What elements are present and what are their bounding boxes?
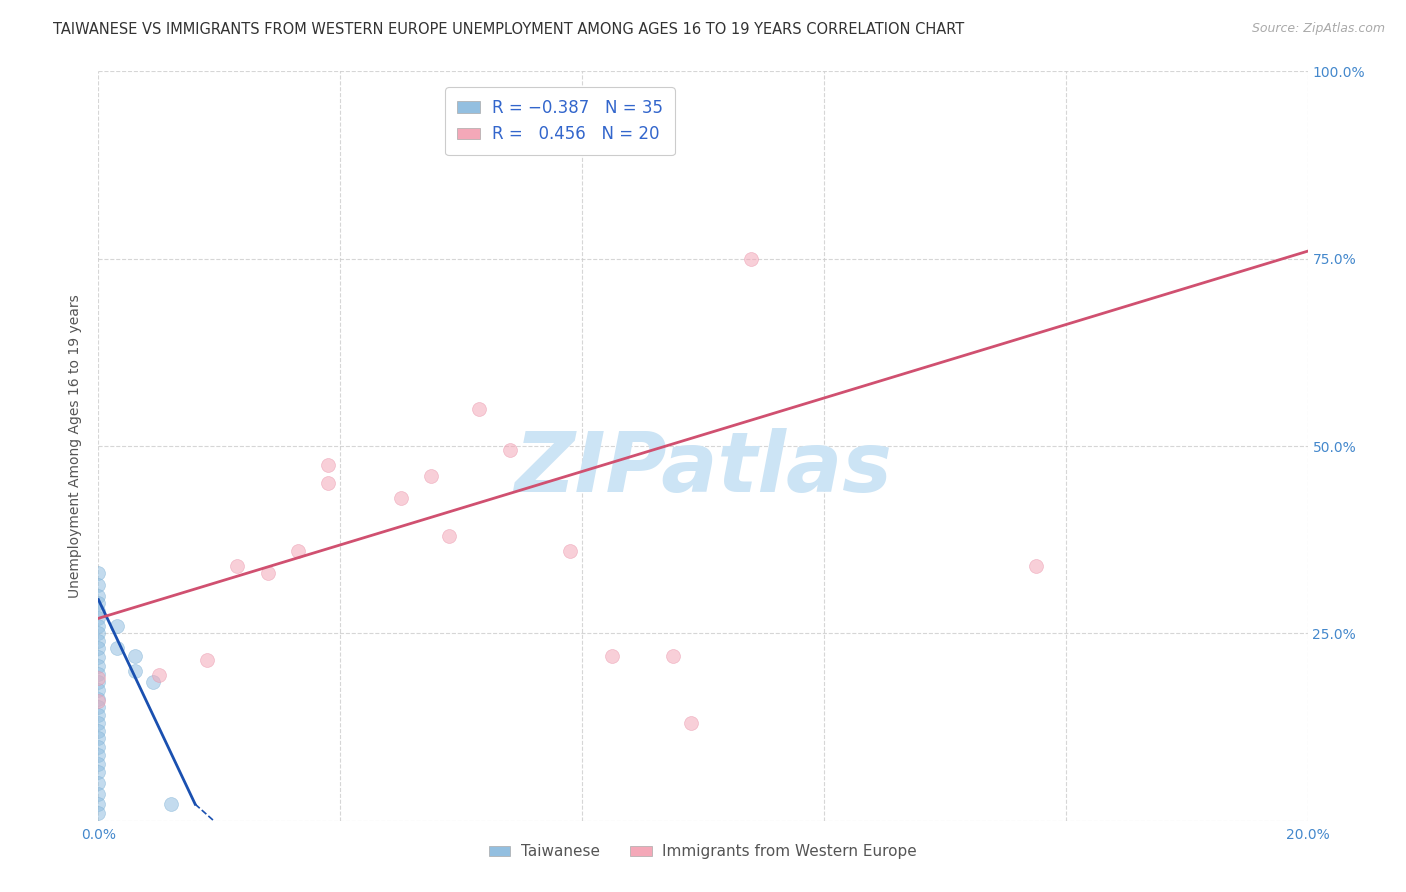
Point xyxy=(87,641,110,656)
Point xyxy=(558,544,581,558)
Point xyxy=(142,675,165,690)
Point xyxy=(87,776,110,790)
Point xyxy=(87,797,110,812)
Point xyxy=(87,666,110,681)
Point xyxy=(87,633,110,648)
Point xyxy=(87,589,110,603)
Point xyxy=(105,641,128,656)
Point xyxy=(87,716,110,731)
Point xyxy=(87,604,110,618)
Point xyxy=(87,566,110,581)
Point xyxy=(87,671,110,685)
Point xyxy=(87,691,110,706)
Point xyxy=(1024,558,1046,573)
Point xyxy=(740,252,762,266)
Point xyxy=(87,723,110,738)
Point xyxy=(87,611,110,625)
Point xyxy=(87,806,110,821)
Point xyxy=(87,756,110,771)
Legend: Taiwanese, Immigrants from Western Europe: Taiwanese, Immigrants from Western Europ… xyxy=(482,838,924,865)
Point xyxy=(316,458,339,472)
Point xyxy=(420,469,443,483)
Point xyxy=(87,788,110,802)
Point xyxy=(389,491,412,506)
Text: TAIWANESE VS IMMIGRANTS FROM WESTERN EUROPE UNEMPLOYMENT AMONG AGES 16 TO 19 YEA: TAIWANESE VS IMMIGRANTS FROM WESTERN EUR… xyxy=(53,22,965,37)
Point xyxy=(287,544,309,558)
Point xyxy=(87,650,110,665)
Point xyxy=(160,797,183,812)
Point xyxy=(87,731,110,746)
Point xyxy=(602,648,624,663)
Point xyxy=(679,716,702,731)
Point xyxy=(87,683,110,698)
Point xyxy=(195,652,218,666)
Point xyxy=(124,664,146,678)
Point xyxy=(87,619,110,633)
Y-axis label: Unemployment Among Ages 16 to 19 years: Unemployment Among Ages 16 to 19 years xyxy=(69,294,83,598)
Point xyxy=(105,619,128,633)
Point xyxy=(468,401,491,416)
Point xyxy=(87,658,110,673)
Point xyxy=(87,764,110,779)
Point xyxy=(498,442,520,457)
Point xyxy=(87,748,110,763)
Point xyxy=(87,626,110,640)
Point xyxy=(87,675,110,690)
Point xyxy=(87,694,110,708)
Point xyxy=(87,596,110,610)
Point xyxy=(148,667,170,681)
Point xyxy=(124,648,146,663)
Point xyxy=(226,558,249,573)
Point xyxy=(87,577,110,591)
Text: Source: ZipAtlas.com: Source: ZipAtlas.com xyxy=(1251,22,1385,36)
Text: ZIPatlas: ZIPatlas xyxy=(515,428,891,509)
Point xyxy=(256,566,278,581)
Point xyxy=(316,476,339,491)
Point xyxy=(87,740,110,755)
Point xyxy=(437,529,460,543)
Point xyxy=(87,708,110,723)
Point xyxy=(87,699,110,714)
Point xyxy=(661,648,683,663)
